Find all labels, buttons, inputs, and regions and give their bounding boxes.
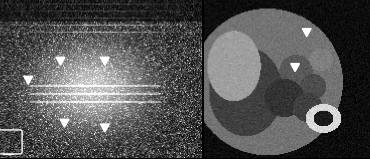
Polygon shape (56, 57, 65, 65)
Polygon shape (100, 124, 109, 132)
Polygon shape (302, 29, 311, 37)
Polygon shape (291, 64, 299, 72)
Polygon shape (60, 119, 69, 127)
Polygon shape (24, 76, 33, 84)
Polygon shape (100, 57, 109, 65)
